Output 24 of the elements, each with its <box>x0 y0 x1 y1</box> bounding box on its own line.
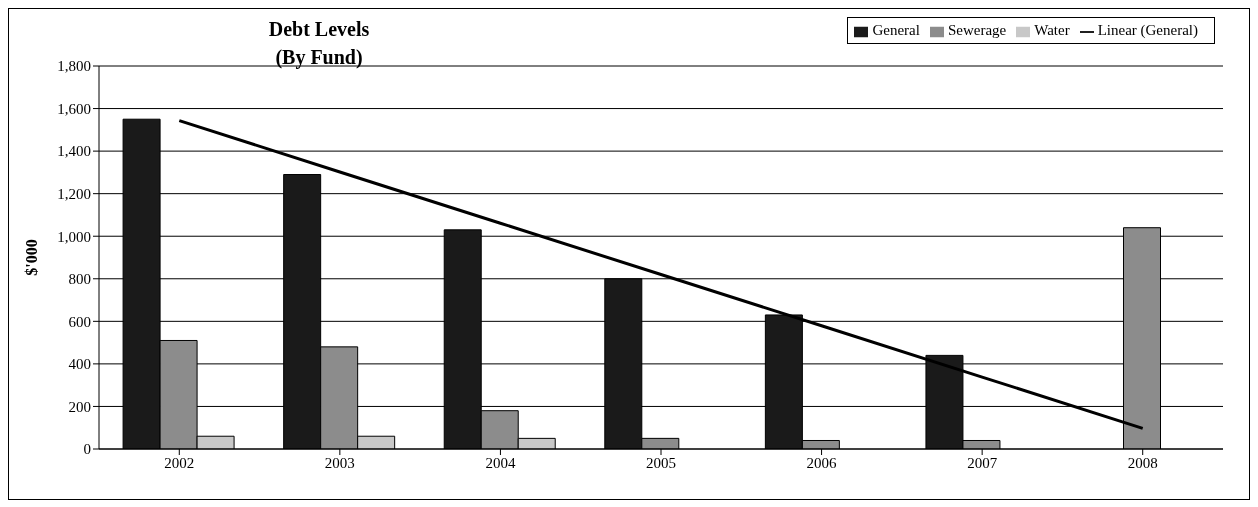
legend-label: Water <box>1034 22 1070 38</box>
chart-subtitle: (By Fund) <box>274 45 364 71</box>
x-tick-label: 2008 <box>1127 454 1158 471</box>
y-tick-label: 1,600 <box>57 100 91 117</box>
y-tick-label: 1,400 <box>57 143 91 160</box>
x-tick-label: 2004 <box>485 454 516 471</box>
chart-title: Debt Levels <box>267 17 371 42</box>
x-tick-label: 2005 <box>646 454 676 471</box>
x-tick-label: 2002 <box>164 454 195 471</box>
legend-label: Linear (General) <box>1097 22 1198 38</box>
x-tick-label: 2006 <box>806 454 838 471</box>
y-tick-label: 200 <box>68 398 91 415</box>
y-axis-title: $'000 <box>22 239 40 276</box>
y-tick-label: 400 <box>68 356 91 373</box>
x-tick-label: 2007 <box>967 454 998 471</box>
y-tick-label: 1,800 <box>57 58 91 75</box>
y-tick-label: 600 <box>68 313 91 330</box>
y-tick-label: 1,200 <box>57 185 91 202</box>
y-tick-label: 0 <box>83 441 91 458</box>
legend-label: General <box>872 22 920 38</box>
legend-label: Sewerage <box>947 22 1007 38</box>
x-tick-label: 2003 <box>324 454 355 471</box>
y-tick-label: 1,000 <box>57 228 91 245</box>
y-tick-label: 800 <box>68 271 91 288</box>
